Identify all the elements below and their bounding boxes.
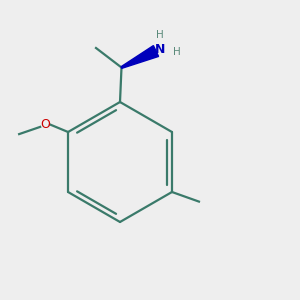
Text: H: H <box>156 30 164 40</box>
Text: O: O <box>40 118 50 131</box>
Polygon shape <box>121 46 159 68</box>
Text: H: H <box>172 47 180 58</box>
Text: N: N <box>154 43 165 56</box>
